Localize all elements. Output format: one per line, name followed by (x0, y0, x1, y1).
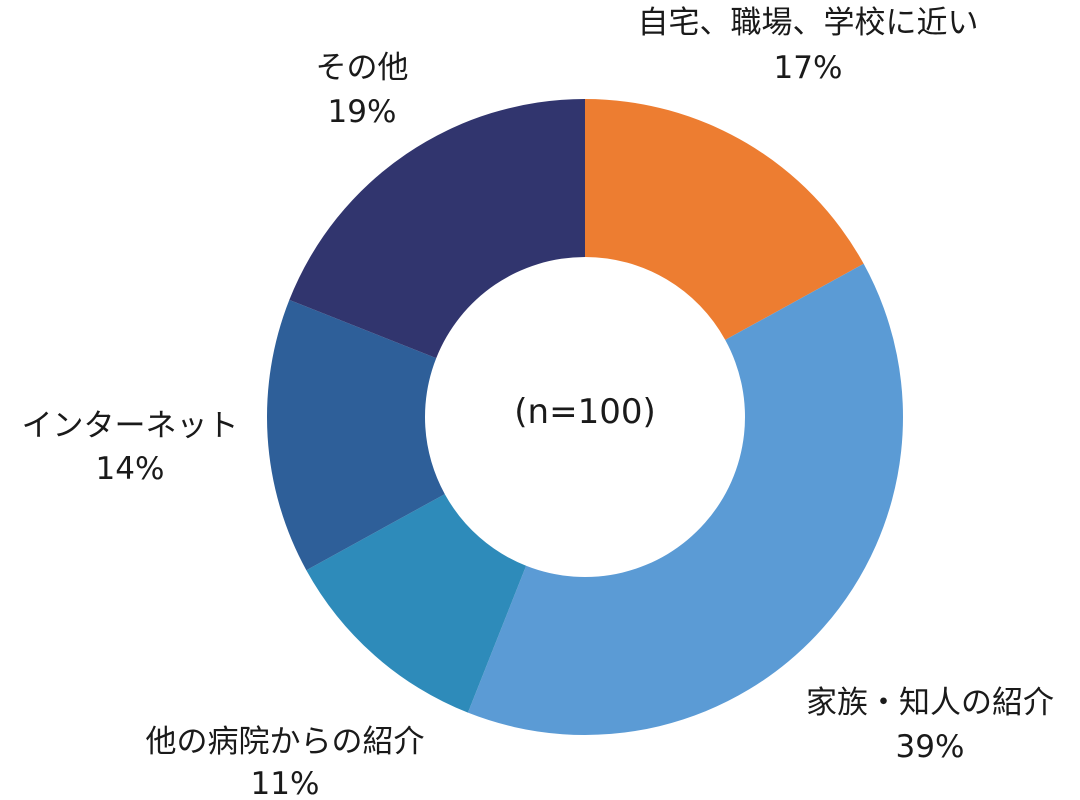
slices-group (267, 99, 904, 736)
slice-label-1-name: 家族・知人の紹介 (806, 685, 1054, 721)
slice-label-4-value: 19% (328, 94, 397, 130)
center-label: (n=100) (514, 392, 655, 432)
slice-3 (267, 299, 445, 571)
slice-2 (306, 494, 527, 713)
slice-1 (467, 263, 904, 736)
slice-4 (289, 99, 585, 359)
slice-label-0-name: 自宅、職場、学校に近い (638, 5, 979, 41)
slice-label-2-value: 11% (251, 766, 320, 800)
slice-label-3-value: 14% (96, 451, 165, 487)
slice-0 (585, 99, 864, 340)
slice-label-1-value: 39% (896, 729, 965, 765)
slice-label-2-name: 他の病院からの紹介 (146, 724, 425, 760)
slice-label-0-value: 17% (774, 50, 843, 86)
slice-label-3-name: インターネット (22, 408, 239, 444)
slice-label-4-name: その他 (316, 50, 409, 86)
